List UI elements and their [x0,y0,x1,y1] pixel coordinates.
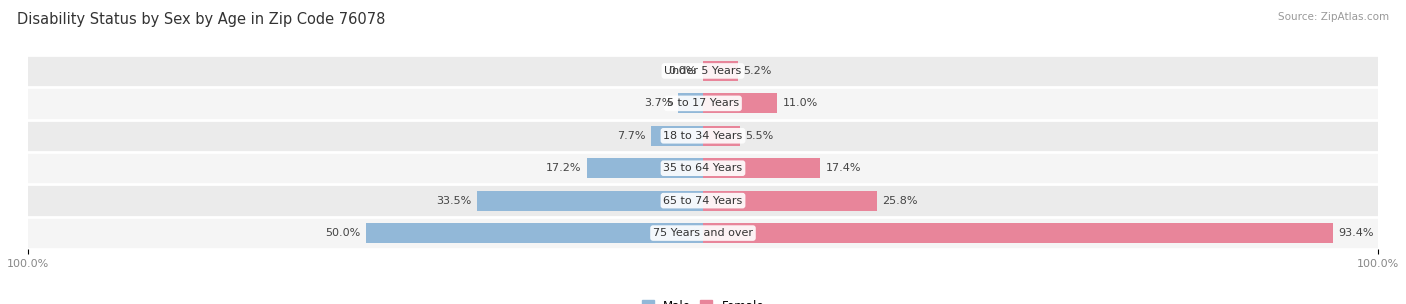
Text: 17.2%: 17.2% [546,163,582,173]
Bar [703,223,1333,243]
Text: Source: ZipAtlas.com: Source: ZipAtlas.com [1278,12,1389,22]
Text: 65 to 74 Years: 65 to 74 Years [664,196,742,206]
Bar [28,55,1378,87]
Text: 11.0%: 11.0% [783,98,818,108]
Text: 3.7%: 3.7% [644,98,672,108]
Bar [586,158,703,178]
Bar [28,87,1378,119]
Text: 0.0%: 0.0% [668,66,696,76]
Text: Disability Status by Sex by Age in Zip Code 76078: Disability Status by Sex by Age in Zip C… [17,12,385,27]
Bar [703,93,778,113]
Bar [703,61,738,81]
Text: 35 to 64 Years: 35 to 64 Years [664,163,742,173]
Text: 18 to 34 Years: 18 to 34 Years [664,131,742,141]
Text: 5.2%: 5.2% [744,66,772,76]
Bar [28,119,1378,152]
Text: 5 to 17 Years: 5 to 17 Years [666,98,740,108]
Text: 17.4%: 17.4% [825,163,862,173]
Text: 33.5%: 33.5% [436,196,471,206]
Text: 50.0%: 50.0% [325,228,360,238]
Bar [703,158,821,178]
Bar [28,217,1378,249]
Bar [28,185,1378,217]
Bar [703,126,740,146]
Legend: Male, Female: Male, Female [637,295,769,304]
Text: 93.4%: 93.4% [1339,228,1374,238]
Bar [28,152,1378,185]
Text: Under 5 Years: Under 5 Years [665,66,741,76]
Bar [678,93,703,113]
Text: 7.7%: 7.7% [617,131,645,141]
Bar [366,223,703,243]
Bar [477,191,703,211]
Bar [703,191,877,211]
Text: 75 Years and over: 75 Years and over [652,228,754,238]
Text: 25.8%: 25.8% [883,196,918,206]
Text: 5.5%: 5.5% [745,131,773,141]
Bar [651,126,703,146]
